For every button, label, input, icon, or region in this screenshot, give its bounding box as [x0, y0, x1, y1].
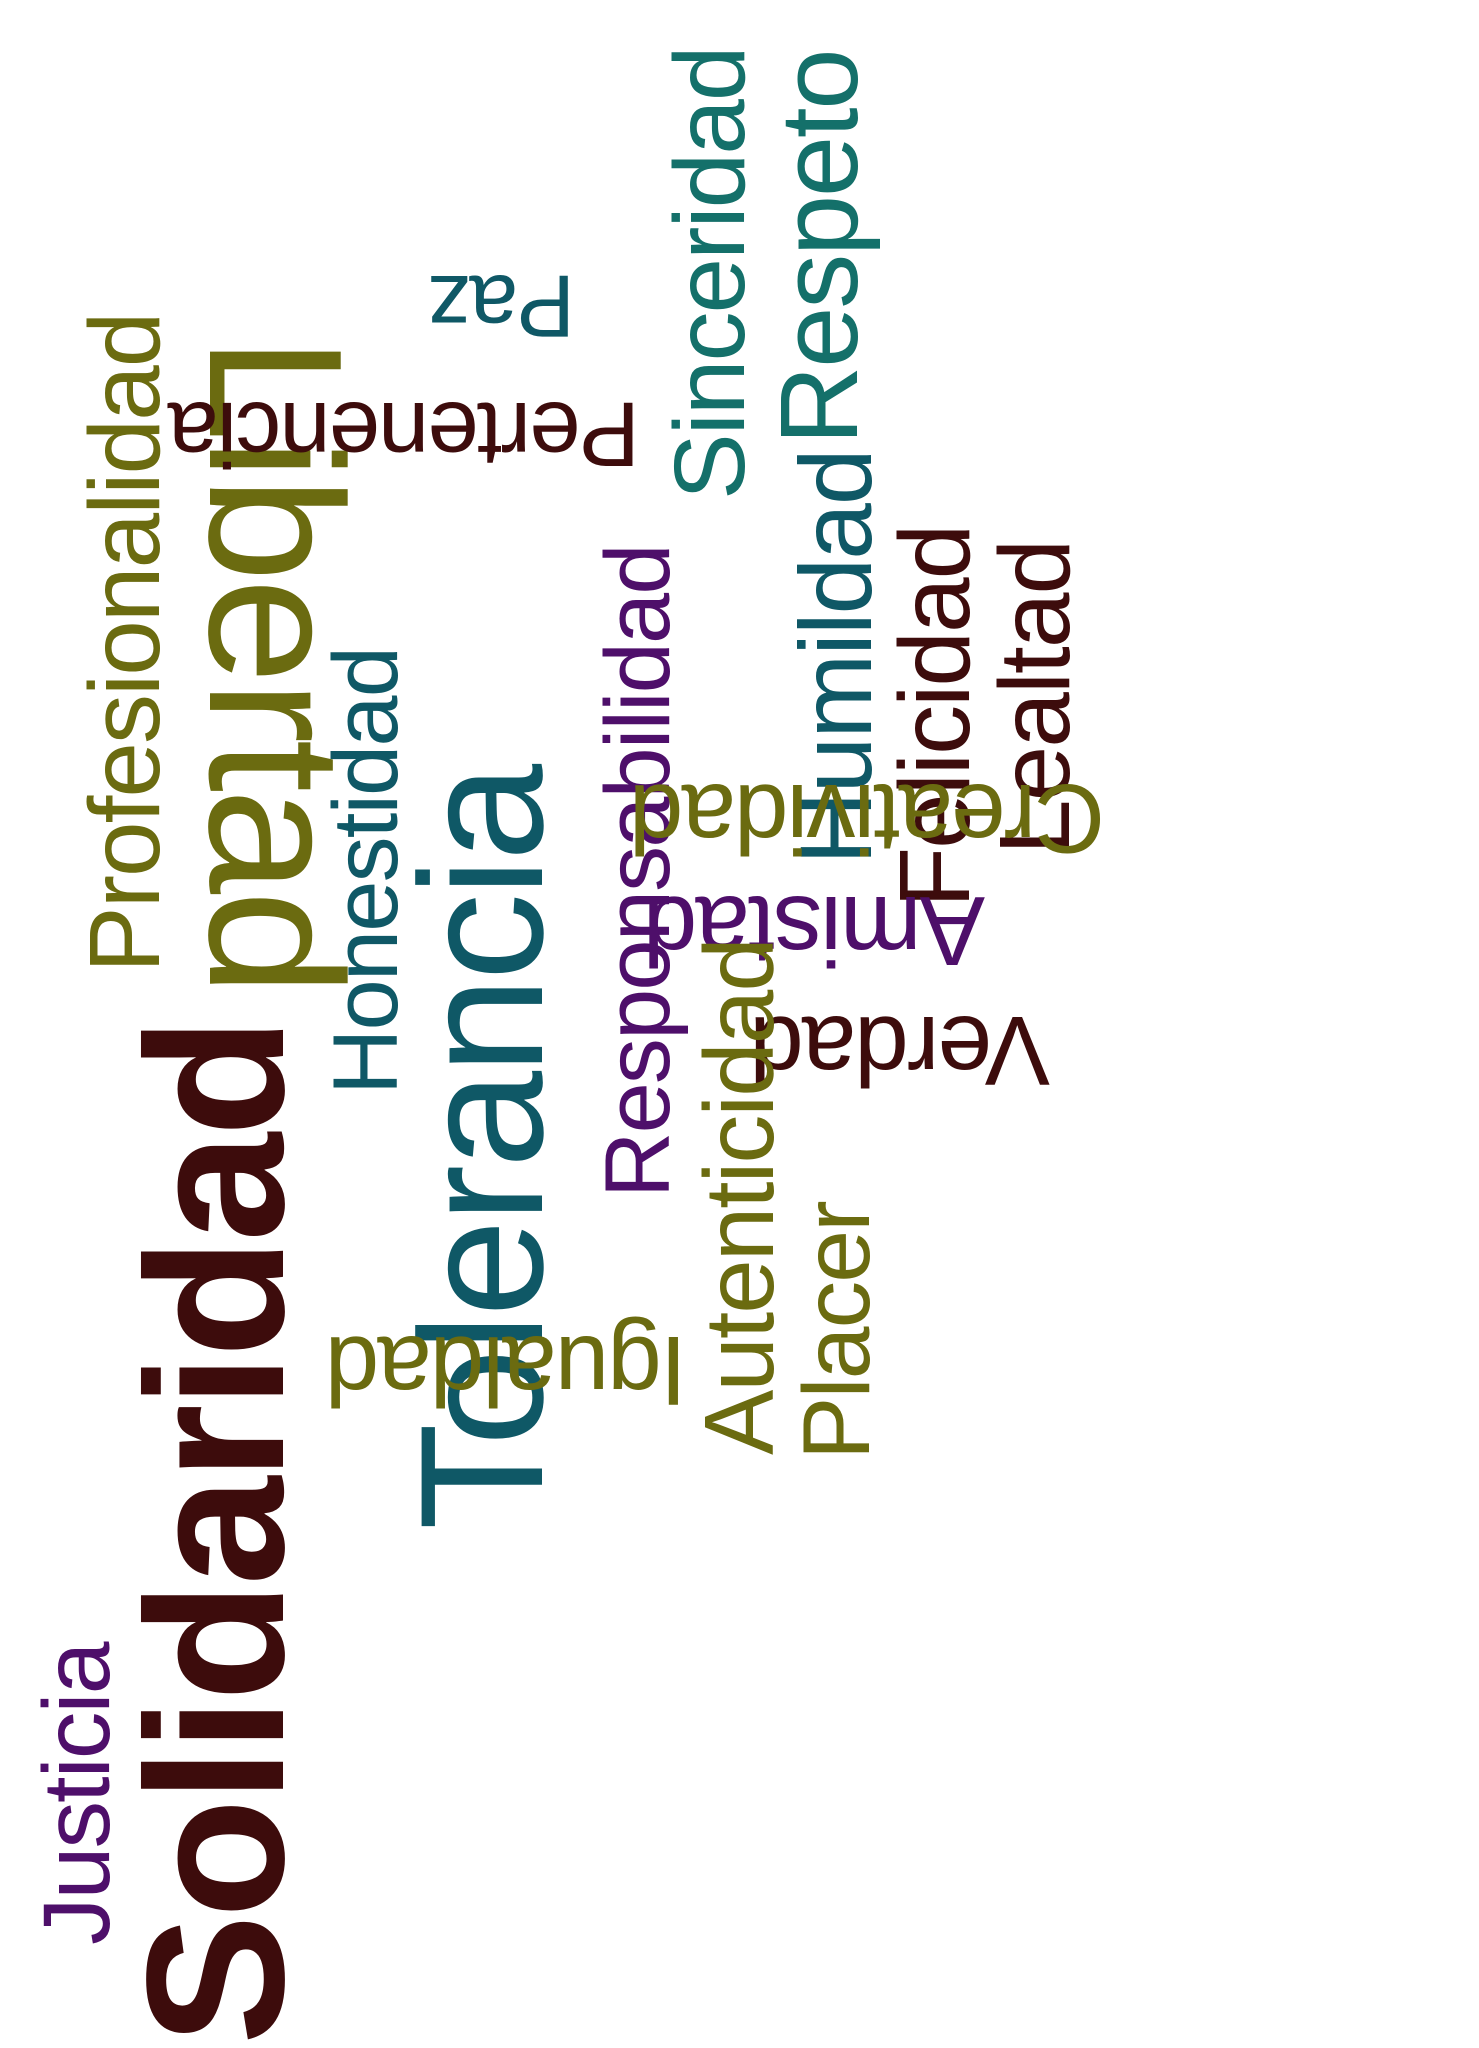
word-solidaridad: Solidaridad — [106, 1020, 325, 2045]
word-justicia: Justicia — [24, 1643, 130, 1945]
word-igualdad: Igualdad — [326, 1316, 687, 1426]
word-respeto: Respeto — [758, 50, 881, 445]
word-paz: Paz — [428, 257, 575, 356]
word-pertenencia: Pertenencia — [169, 383, 640, 485]
word-autenticidad: Autenticidad — [684, 939, 794, 1455]
word-honestidad: Honestidad — [315, 647, 417, 1095]
word-sinceridad: Sinceridad — [654, 47, 766, 500]
word-creatividad: Creatividad — [630, 764, 1105, 874]
word-verdad: Verdad — [751, 996, 1050, 1106]
word-placer: Placer — [784, 1202, 890, 1460]
word-profesionalidad: Profesionalidad — [69, 313, 181, 973]
